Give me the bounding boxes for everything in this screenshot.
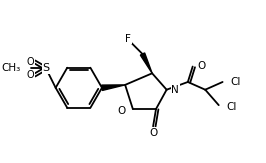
Text: CH₃: CH₃ bbox=[2, 63, 21, 74]
Polygon shape bbox=[140, 53, 152, 73]
Text: O: O bbox=[27, 70, 34, 80]
Text: F: F bbox=[125, 34, 131, 44]
Text: Cl: Cl bbox=[230, 77, 241, 87]
Text: N: N bbox=[172, 85, 179, 95]
Text: O: O bbox=[197, 61, 206, 71]
Text: Cl: Cl bbox=[226, 102, 237, 112]
Text: O: O bbox=[118, 106, 126, 116]
Text: O: O bbox=[27, 57, 34, 67]
Polygon shape bbox=[102, 85, 125, 90]
Text: O: O bbox=[149, 128, 157, 138]
Text: S: S bbox=[43, 63, 49, 74]
